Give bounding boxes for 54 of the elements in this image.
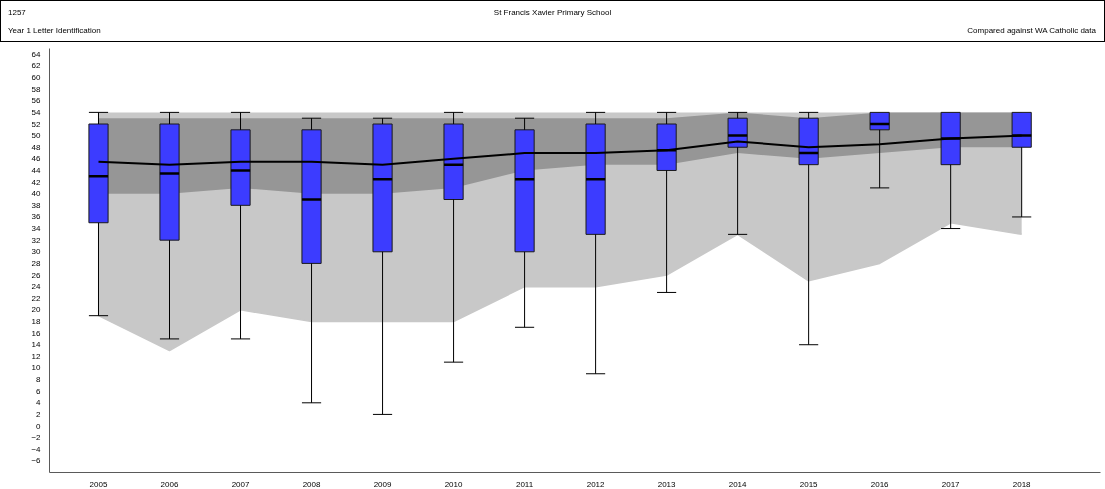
y-tick-label: 2 — [36, 409, 42, 419]
y-tick-label: 12 — [31, 351, 42, 361]
x-tick-label: 2006 — [160, 479, 179, 489]
y-tick-label: 30 — [31, 247, 42, 257]
y-tick-label: 62 — [31, 61, 42, 71]
y-tick-label: 22 — [31, 293, 42, 303]
y-tick-label: 60 — [31, 73, 42, 83]
x-tick-label: 2008 — [302, 479, 321, 489]
x-tick-label: 2016 — [870, 479, 890, 489]
x-tick-label: 2012 — [586, 479, 606, 489]
y-tick-label: 10 — [31, 363, 42, 373]
y-tick-label: 42 — [31, 177, 42, 187]
y-tick-label: 52 — [31, 119, 42, 129]
x-tick-label: 2011 — [515, 479, 534, 489]
y-tick-label: 24 — [31, 282, 42, 292]
text: 1257 — [8, 7, 26, 19]
y-tick-label: 0 — [36, 421, 42, 431]
x-tick-label: 2013 — [657, 479, 677, 489]
y-tick-label: 54 — [31, 107, 42, 117]
x-tick-label: 2009 — [373, 479, 392, 489]
y-tick-label: 38 — [31, 200, 42, 210]
x-tick-label: 2018 — [1012, 479, 1032, 489]
y-tick-label: 44 — [31, 165, 42, 175]
chart-title: St Francis Xavier Primary School — [493, 7, 612, 19]
x-tick-label: 2014 — [728, 479, 748, 489]
y-tick-label: 8 — [36, 375, 42, 385]
text: Compared against WA Catholic data — [967, 25, 1096, 37]
y-tick-label: 18 — [31, 316, 42, 326]
y-tick-label: −4 — [31, 444, 42, 454]
y-tick-label: 20 — [31, 305, 42, 315]
y-tick-label: 28 — [31, 258, 42, 268]
y-tick-label: 64 — [31, 49, 42, 59]
y-tick-label: 36 — [31, 212, 42, 222]
y-tick-label: −6 — [31, 456, 42, 466]
x-tick-label: 2005 — [89, 479, 108, 489]
x-tick-label: 2007 — [231, 479, 250, 489]
y-tick-label: 56 — [31, 96, 42, 106]
y-tick-label: 48 — [31, 142, 42, 152]
y-tick-label: 40 — [31, 189, 42, 199]
x-tick-label: 2010 — [444, 479, 464, 489]
y-tick-label: 46 — [31, 154, 42, 164]
y-tick-label: 58 — [31, 84, 42, 94]
y-tick-label: 50 — [31, 131, 42, 141]
y-tick-label: 34 — [31, 224, 42, 234]
x-tick-label: 2017 — [941, 479, 961, 489]
chart-subtitle: Year 1 Letter Identification — [8, 25, 101, 37]
y-tick-label: −2 — [31, 433, 42, 443]
y-tick-label: 32 — [31, 235, 42, 245]
x-tick-label: 2015 — [799, 479, 819, 489]
y-tick-label: 26 — [31, 270, 42, 280]
y-tick-label: 4 — [36, 398, 42, 408]
y-tick-label: 14 — [31, 340, 42, 350]
y-tick-label: 16 — [31, 328, 42, 338]
y-tick-label: 6 — [36, 386, 42, 396]
